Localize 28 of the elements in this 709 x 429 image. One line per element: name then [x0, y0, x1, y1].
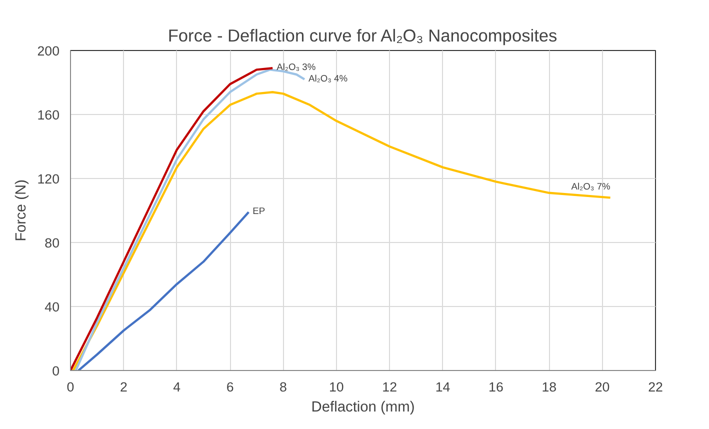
- y-tick-label: 160: [37, 108, 60, 122]
- x-axis-title: Deflaction (mm): [311, 400, 415, 416]
- y-tick-label: 200: [37, 44, 60, 58]
- series-label: Al₂O₃ 3%: [276, 62, 316, 72]
- x-tick-label: 18: [542, 380, 557, 394]
- y-tick-label: 40: [44, 300, 60, 314]
- x-tick-label: 4: [173, 380, 182, 394]
- series-label: Al₂O₃ 7%: [571, 182, 610, 192]
- x-tick-label: 12: [382, 380, 398, 394]
- x-tick-label: 22: [648, 380, 663, 394]
- y-tick-label: 0: [52, 364, 60, 378]
- x-tick-label: 20: [594, 380, 610, 394]
- x-tick-label: 16: [488, 380, 504, 394]
- line-series: [77, 211, 250, 370]
- x-tick-label: 6: [226, 380, 234, 394]
- x-tick-label: 2: [120, 380, 128, 394]
- y-tick-label: 120: [37, 172, 60, 186]
- x-tick-label: 0: [66, 380, 74, 394]
- x-tick-label: 10: [328, 380, 344, 394]
- y-axis-title: Force (N): [13, 180, 30, 242]
- series-label: Al₂O₃ 4%: [308, 73, 348, 84]
- line-series: [72, 91, 612, 370]
- chart-title: Force - Deflaction curve for Al₂O₃ Nanocomposites: [168, 26, 558, 46]
- line-series: [70, 67, 274, 370]
- x-tick-label: 8: [280, 380, 287, 394]
- x-tick-label: 14: [435, 380, 451, 394]
- y-tick-label: 80: [44, 236, 60, 250]
- series-label: EP: [252, 206, 266, 216]
